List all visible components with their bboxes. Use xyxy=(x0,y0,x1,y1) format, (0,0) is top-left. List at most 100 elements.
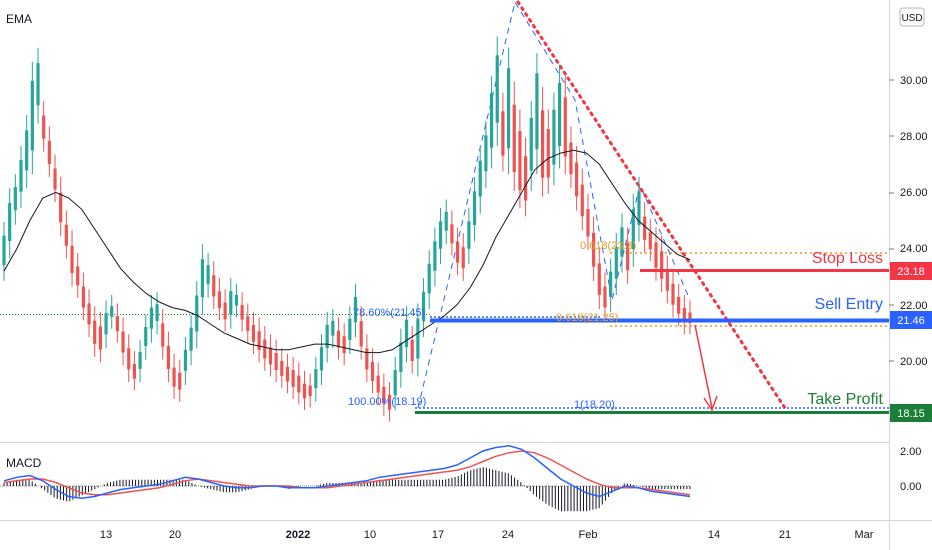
take-profit-badge xyxy=(890,404,932,422)
candle-body xyxy=(217,291,222,309)
candle-body xyxy=(70,245,74,274)
candle-body xyxy=(592,232,596,267)
candle-body xyxy=(314,369,318,389)
candle-body xyxy=(569,142,573,175)
candle-body xyxy=(489,92,494,148)
price-tick: 26.00 xyxy=(900,187,928,199)
fib-left-786-label: 78.60%(21.45) xyxy=(353,307,425,319)
candle-body xyxy=(376,375,380,393)
candle-body xyxy=(240,304,244,320)
candle-body xyxy=(558,82,562,147)
candlestick-series xyxy=(2,36,692,422)
candle-body xyxy=(643,216,647,240)
candle-body xyxy=(59,192,63,223)
candle-body xyxy=(495,55,499,123)
candle-body xyxy=(104,313,108,335)
candle-body xyxy=(370,361,375,381)
price-tick: 22.00 xyxy=(900,300,928,312)
ema-indicator-label[interactable]: EMA xyxy=(6,12,32,26)
time-tick: 2022 xyxy=(286,529,310,541)
take-profit-label: Take Profit xyxy=(807,391,883,408)
candle-body xyxy=(138,352,142,369)
candle-body xyxy=(399,342,403,372)
candle-body xyxy=(223,302,227,320)
candle-body xyxy=(382,386,386,404)
candle-body xyxy=(161,323,165,347)
candle-body xyxy=(444,211,448,231)
candle-body xyxy=(166,345,171,370)
candle-body xyxy=(331,320,335,336)
ema-series xyxy=(3,149,691,354)
price-tick: 28.00 xyxy=(900,131,928,143)
candle-body xyxy=(348,318,352,340)
time-tick: 24 xyxy=(502,529,514,541)
sell-entry-badge xyxy=(890,311,932,329)
candle-body xyxy=(563,97,567,157)
target-arrow-line xyxy=(694,324,713,409)
currency-label: USD xyxy=(901,13,922,24)
candle-body xyxy=(297,375,301,393)
candle-body xyxy=(189,327,193,351)
candle-body xyxy=(393,369,397,396)
time-tick: Mar xyxy=(855,529,874,541)
candle-body xyxy=(472,191,477,225)
candle-body xyxy=(682,307,686,323)
candle-body xyxy=(183,349,188,371)
stop-loss-badge xyxy=(890,262,932,280)
candle-body xyxy=(53,168,57,190)
candle-body xyxy=(575,162,579,197)
candle-body xyxy=(580,184,584,217)
candle-body xyxy=(540,110,545,178)
fib-right-1-label: 1(18.20) xyxy=(574,399,615,411)
currency-button[interactable] xyxy=(899,7,925,27)
candle-body xyxy=(529,117,533,171)
candle-body xyxy=(172,367,176,387)
candle-body xyxy=(342,336,346,354)
ema-line xyxy=(3,149,691,354)
candle-body xyxy=(263,339,267,359)
candle-body xyxy=(365,348,369,370)
candle-body xyxy=(518,131,522,191)
time-tick: 21 xyxy=(779,529,791,541)
candle-body xyxy=(13,187,17,211)
time-tick: 13 xyxy=(100,529,112,541)
candle-body xyxy=(512,104,516,173)
candle-body xyxy=(620,227,624,257)
candle-body xyxy=(597,263,601,295)
time-tick: 10 xyxy=(364,529,376,541)
candle-body xyxy=(229,291,233,315)
macd-indicator-label[interactable]: MACD xyxy=(6,456,42,470)
target-arrow-head xyxy=(703,395,718,412)
candle-body xyxy=(421,291,426,322)
candle-body xyxy=(93,320,97,344)
macd-series xyxy=(0,445,691,512)
candle-body xyxy=(155,304,159,322)
candle-body xyxy=(200,259,205,298)
candle-body xyxy=(631,208,635,250)
candle-body xyxy=(535,73,539,150)
candle-body xyxy=(212,275,216,297)
fib-right-618-lower-label: 0.618(21.25) xyxy=(556,312,618,324)
candle-body xyxy=(648,232,652,250)
candle-body xyxy=(688,312,692,324)
candle-body xyxy=(450,224,454,244)
candle-body xyxy=(30,80,34,151)
candle-body xyxy=(246,316,250,331)
time-tick: 14 xyxy=(708,529,720,541)
candle-body xyxy=(586,209,590,237)
candle-body xyxy=(353,296,358,323)
candle-body xyxy=(626,242,630,271)
candle-body xyxy=(308,385,312,397)
sell-entry-value: 21.46 xyxy=(897,315,925,327)
candle-body xyxy=(47,140,51,165)
candle-body xyxy=(8,203,12,242)
candle-body xyxy=(251,325,256,342)
macd-signal-line xyxy=(3,450,691,496)
macd-tick: 2.00 xyxy=(900,446,921,458)
candle-body xyxy=(359,321,363,347)
candle-body xyxy=(285,366,290,382)
stop-loss-value: 23.18 xyxy=(897,266,925,278)
candle-body xyxy=(87,303,91,325)
take-profit-value: 18.15 xyxy=(897,408,925,420)
